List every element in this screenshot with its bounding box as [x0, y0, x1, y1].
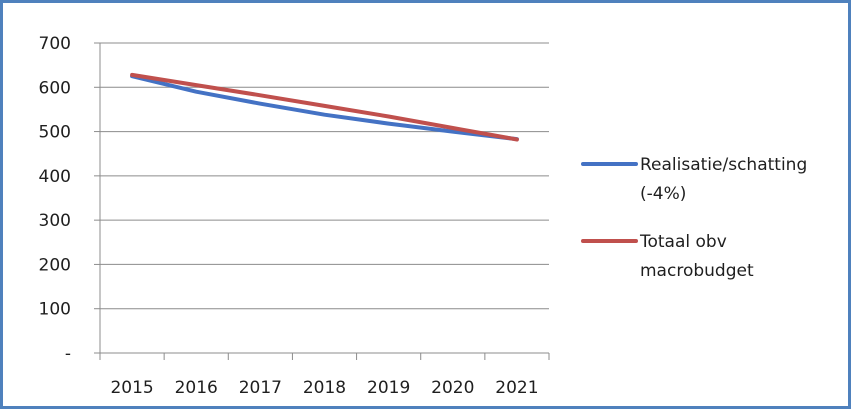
x-tick-label: 2018 — [303, 378, 346, 398]
x-tick-label: 2017 — [239, 378, 282, 398]
y-tick-label: 500 — [39, 123, 71, 143]
series-line-1 — [130, 74, 519, 142]
y-tick-label: 600 — [39, 78, 71, 98]
legend-label-1: Realisatie/schatting — [640, 155, 807, 175]
y-tick-label: 300 — [39, 211, 71, 231]
y-tick-label: 200 — [39, 255, 71, 275]
y-tick-label: 100 — [39, 300, 71, 320]
series-line-2 — [130, 72, 519, 142]
axes — [94, 42, 550, 360]
x-tick-label: 2015 — [110, 378, 153, 398]
legend-label-2: macrobudget — [640, 261, 754, 281]
y-tick-labels: - 100 200 300 400 500 600 700 — [39, 34, 71, 364]
y-tick-label: 400 — [39, 167, 71, 187]
legend-label-2: Totaal obv — [639, 232, 727, 252]
legend-label-1: (-4%) — [640, 184, 686, 204]
x-tick-label: 2019 — [367, 378, 410, 398]
legend: Realisatie/schatting (-4%) Totaal obv macro… — [581, 155, 807, 281]
y-tick-label: 700 — [39, 34, 71, 54]
x-tick-label: 2016 — [175, 378, 218, 398]
x-tick-label: 2021 — [495, 378, 538, 398]
x-tick-label: 2020 — [431, 378, 474, 398]
x-tick-labels: 2015 2016 2017 2018 2019 2020 2021 — [110, 378, 538, 398]
y-tick-label: - — [65, 344, 71, 364]
series-lines — [130, 72, 519, 142]
